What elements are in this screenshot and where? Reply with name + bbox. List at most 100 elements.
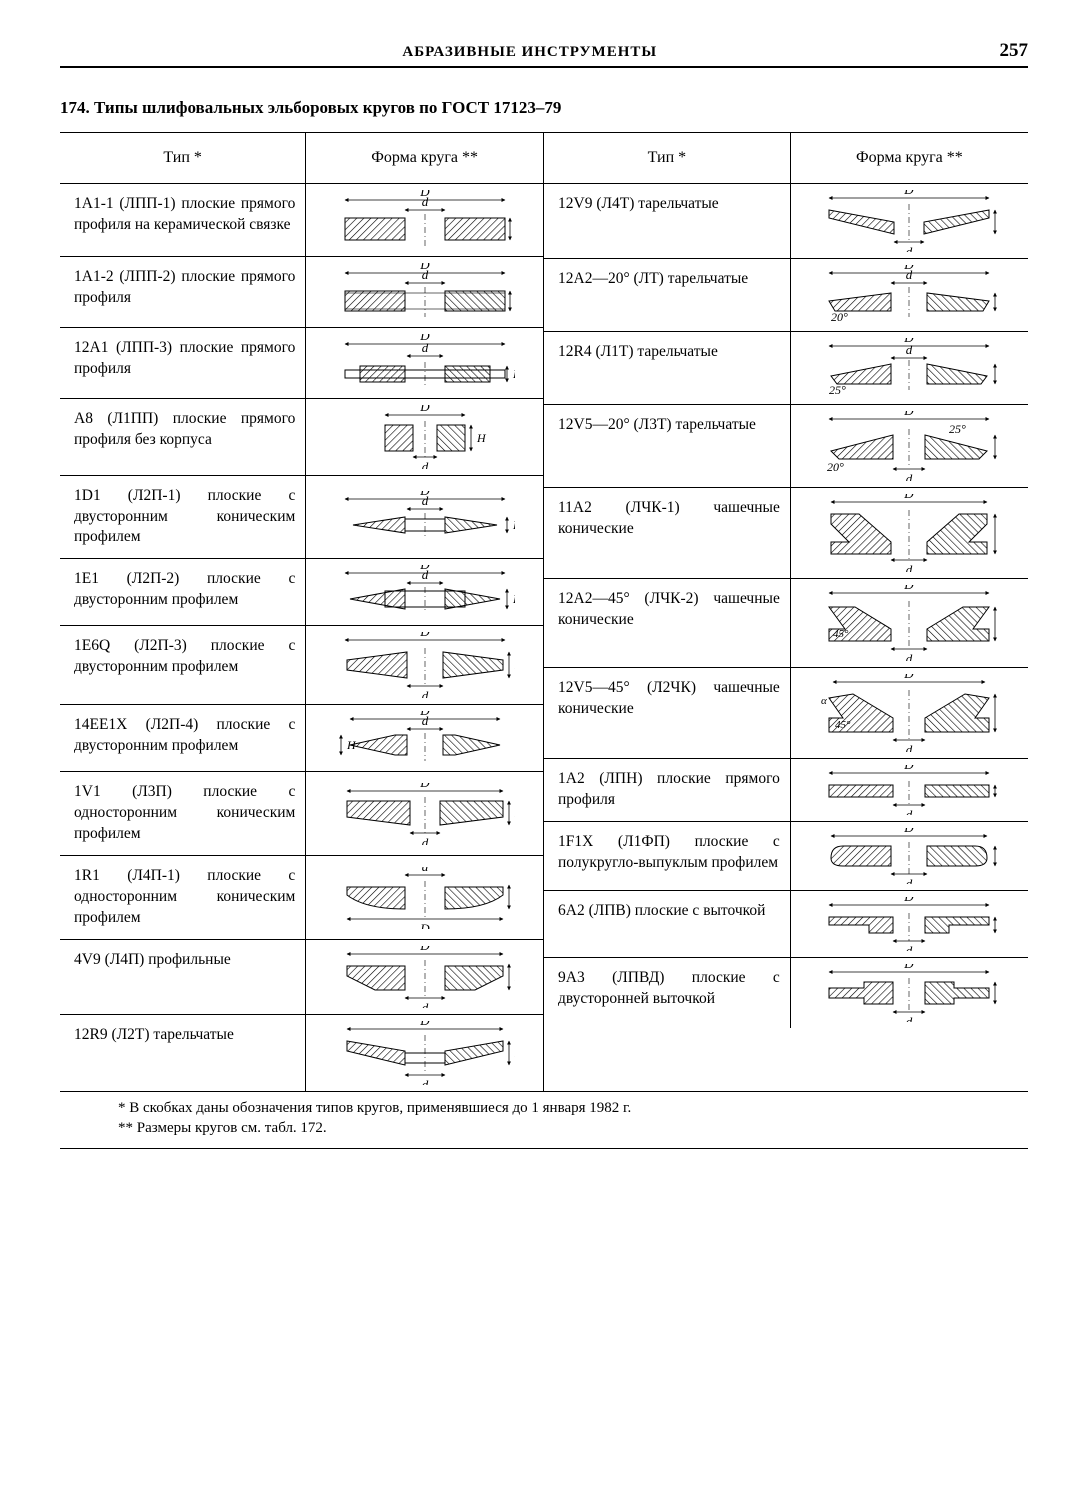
table-row: 12A2—45° (ЛЧК-2) чашечные конические D45… [544, 578, 1028, 667]
type-cell: A8 (Л1ПП) плоские прямого профиля без ко… [60, 399, 306, 475]
type-cell: 11A2 (ЛЧК-1) чашечные конические [544, 488, 791, 578]
col-header-shape: Форма круга ** [306, 133, 543, 183]
svg-text:d: d [906, 742, 913, 752]
type-cell: 12R4 (Л1Т) тарельчатые [544, 332, 791, 404]
svg-text:H: H [514, 806, 515, 820]
svg-text:d: d [421, 340, 428, 355]
type-cell: 1E6Q (Л2П-3) плоские с двусторонним проф… [60, 626, 306, 704]
type-cell: 9A3 (ЛПВД) плоские с двусторонней выточк… [544, 958, 791, 1028]
shape-cell: D d H [791, 891, 1028, 957]
table-row: 12V5—45° (Л2ЧК) чашечные конические Dα45… [544, 667, 1028, 758]
shape-cell: D d H [791, 822, 1028, 890]
type-cell: 1D1 (Л2П-1) плоские с двусторонним конич… [60, 476, 306, 559]
table-row: 12R4 (Л1Т) тарельчатые D d25° H [544, 331, 1028, 404]
shape-cell: Dα45° d H [791, 668, 1028, 758]
table-row: 1A1-1 (ЛПП-1) плоские прямого профиля на… [60, 183, 543, 256]
svg-text:H: H [514, 890, 515, 904]
table-row: 12R9 (Л2Т) тарельчатые D d H [60, 1014, 543, 1091]
svg-text:D: D [419, 1021, 430, 1028]
svg-text:d: d [421, 1077, 428, 1085]
shape-cell: D d H [791, 488, 1028, 578]
shape-cell: D d H [306, 626, 543, 704]
svg-text:d: d [906, 267, 913, 282]
shape-cell: D d H [306, 772, 543, 855]
svg-text:d: d [421, 459, 428, 469]
table-row: 14EE1X (Л2П-4) плоские с двусторонним пр… [60, 704, 543, 771]
svg-text:D: D [904, 494, 915, 501]
svg-text:d: d [421, 867, 428, 874]
type-cell: 6A2 (ЛПВ) плоские с выточкой [544, 891, 791, 957]
svg-text:45°: 45° [833, 628, 849, 640]
shape-cell: D d H [306, 705, 543, 771]
svg-text:d: d [906, 1014, 913, 1022]
types-table: Тип * Форма круга ** 1A1-1 (ЛПП-1) плоск… [60, 132, 1028, 1092]
shape-cell: D d H [791, 184, 1028, 258]
svg-text:d: d [421, 194, 428, 209]
svg-text:D: D [904, 674, 915, 681]
svg-text:20°: 20° [831, 310, 848, 324]
type-cell: 1E1 (Л2П-2) плоские с двусторонним профи… [60, 559, 306, 625]
svg-text:d: d [906, 807, 913, 815]
svg-text:d: d [421, 688, 428, 698]
svg-text:d: d [906, 342, 913, 357]
type-cell: 12V5—20° (Л3Т) тарельчатые [544, 405, 791, 487]
shape-cell: D d H [306, 1015, 543, 1091]
running-head: АБРАЗИВНЫЕ ИНСТРУМЕНТЫ [60, 44, 1000, 61]
page-number: 257 [1000, 40, 1029, 62]
table-caption: 174. Типы шлифовальных эльборовых кругов… [60, 98, 1028, 118]
table-row: 4V9 (Л4П) профильные D d H [60, 939, 543, 1014]
svg-text:d: d [906, 943, 913, 951]
table-row: 1A1-2 (ЛПП-2) плоские прямого профиля D … [60, 256, 543, 327]
type-cell: 1V1 (Л3П) плоские с односторонним кониче… [60, 772, 306, 855]
table-row: 1E6Q (Л2П-3) плоские с двусторонним проф… [60, 625, 543, 704]
svg-text:D: D [904, 828, 915, 835]
svg-text:D: D [419, 921, 430, 929]
shape-cell: D d H [306, 184, 543, 256]
svg-text:H: H [512, 367, 515, 381]
shape-cell: D d H [306, 328, 543, 398]
svg-text:25°: 25° [949, 422, 966, 436]
shape-cell: D d20° H [791, 259, 1028, 331]
svg-text:d: d [906, 562, 913, 572]
svg-text:d: d [421, 835, 428, 845]
svg-text:d: d [421, 567, 428, 582]
footnotes: * В скобках даны обозначения типов круго… [60, 1098, 1028, 1150]
type-cell: 1A1-1 (ЛПП-1) плоские прямого профиля на… [60, 184, 306, 256]
table-row: 12V5—20° (Л3Т) тарельчатые D25°20° d H [544, 404, 1028, 487]
svg-text:α: α [821, 695, 827, 707]
svg-text:d: d [421, 1000, 428, 1008]
type-cell: 1F1X (Л1ФП) плоские с полукругло-выпуклы… [544, 822, 791, 890]
shape-cell: D d H [306, 257, 543, 327]
svg-text:D: D [419, 632, 430, 639]
table-row: 11A2 (ЛЧК-1) чашечные конические D d H [544, 487, 1028, 578]
type-cell: 12V5—45° (Л2ЧК) чашечные конические [544, 668, 791, 758]
table-row: 1E1 (Л2П-2) плоские с двусторонним профи… [60, 558, 543, 625]
table-row: 1V1 (Л3П) плоские с односторонним кониче… [60, 771, 543, 855]
svg-text:H: H [514, 1046, 515, 1060]
svg-text:D: D [419, 405, 430, 414]
svg-text:d: d [421, 713, 428, 728]
svg-text:D: D [904, 190, 915, 197]
shape-cell: D d H [306, 399, 543, 475]
shape-cell: D d H [306, 559, 543, 625]
table-row: A8 (Л1ПП) плоские прямого профиля без ко… [60, 398, 543, 475]
table-row: 6A2 (ЛПВ) плоские с выточкой D d H [544, 890, 1028, 957]
shape-cell: D d H [791, 958, 1028, 1028]
svg-text:d: d [421, 267, 428, 282]
shape-cell: D d H [306, 940, 543, 1014]
svg-text:d: d [906, 244, 913, 252]
col-header-type: Тип * [60, 133, 306, 183]
svg-text:H: H [346, 738, 357, 752]
svg-text:d: d [421, 493, 428, 508]
type-cell: 1A1-2 (ЛПП-2) плоские прямого профиля [60, 257, 306, 327]
shape-cell: D45° d H [791, 579, 1028, 667]
svg-text:D: D [904, 897, 915, 904]
table-row: 1R1 (Л4П-1) плоские с односторонним кони… [60, 855, 543, 939]
table-row: 12V9 (Л4Т) тарельчатые D d H [544, 183, 1028, 258]
type-cell: 14EE1X (Л2П-4) плоские с двусторонним пр… [60, 705, 306, 771]
type-cell: 12A2—20° (ЛТ) тарельчатые [544, 259, 791, 331]
shape-cell: D d H [306, 476, 543, 559]
type-cell: 12A2—45° (ЛЧК-2) чашечные конические [544, 579, 791, 667]
shape-cell: D25°20° d H [791, 405, 1028, 487]
footnote-1: * В скобках даны обозначения типов круго… [100, 1098, 1028, 1118]
